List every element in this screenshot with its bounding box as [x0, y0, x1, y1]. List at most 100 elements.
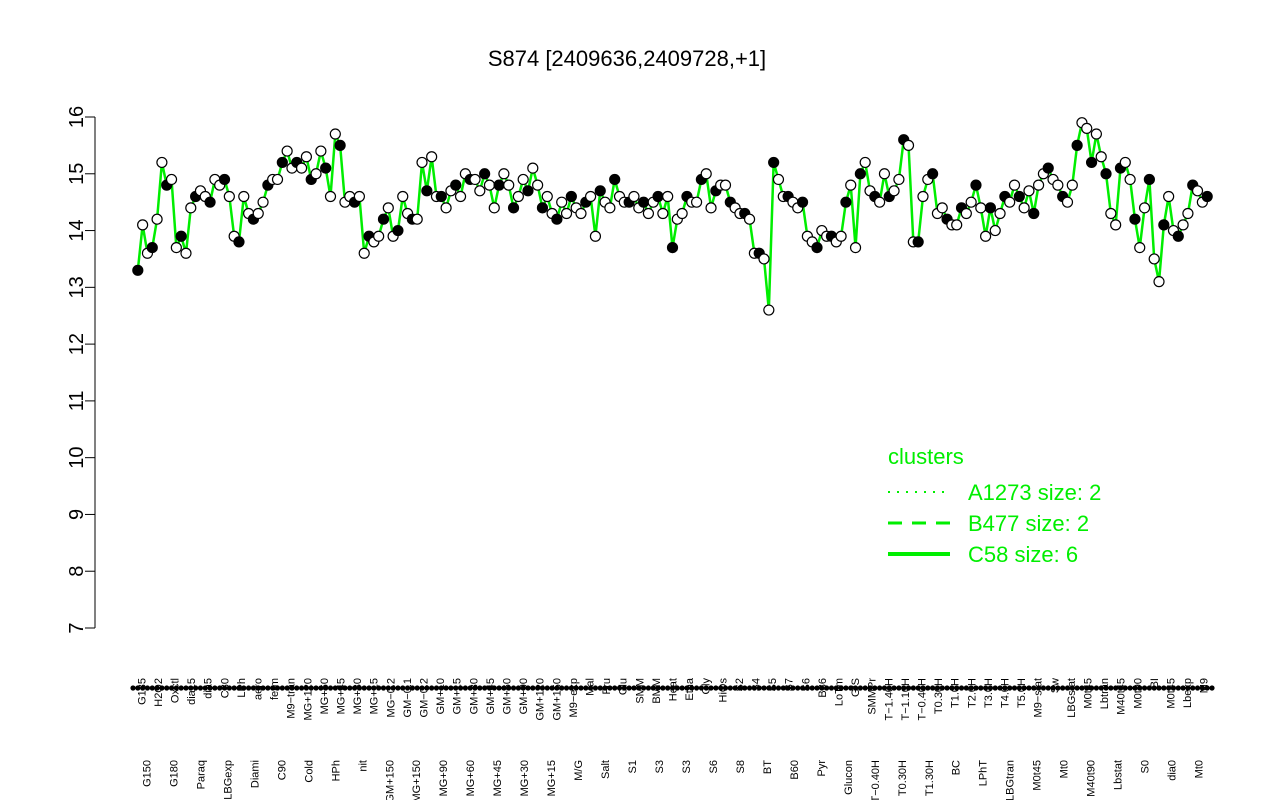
x-tick-mark — [636, 685, 642, 691]
x-tick-mark — [766, 685, 772, 691]
x-tick-mark — [265, 685, 271, 691]
x-tick-mark — [1161, 685, 1167, 691]
x-tick-label-top: Gly — [701, 678, 713, 695]
data-point — [474, 185, 486, 197]
data-point — [175, 230, 187, 242]
x-tick-mark — [650, 685, 656, 691]
x-tick-mark — [236, 685, 242, 691]
x-tick-mark — [1011, 685, 1018, 691]
x-tick-mark — [347, 685, 353, 691]
x-tick-label-top: BI — [1149, 678, 1161, 688]
data-point — [435, 190, 447, 203]
x-tick-label-bottom: C90 — [276, 760, 288, 780]
x-tick-mark — [380, 685, 387, 691]
x-tick-mark — [506, 685, 512, 691]
data-point — [662, 190, 674, 203]
x-tick-mark — [183, 685, 189, 691]
x-tick-mark — [279, 685, 285, 691]
data-point — [1177, 219, 1189, 231]
data-point — [1042, 162, 1054, 174]
data-point — [560, 207, 573, 220]
x-tick-mark — [790, 685, 796, 691]
data-point — [609, 173, 621, 186]
data-point — [329, 128, 341, 140]
x-tick-mark — [631, 685, 637, 691]
y-tick-label: 16 — [66, 106, 88, 128]
x-tick-mark — [217, 685, 223, 691]
x-tick-mark — [848, 685, 854, 691]
data-point — [768, 156, 780, 169]
x-tick-label-top: T0.30H — [933, 678, 945, 714]
x-tick-label-top: ferm — [269, 678, 281, 700]
x-tick-mark — [221, 685, 228, 691]
data-point — [657, 207, 669, 220]
x-tick-mark — [385, 685, 391, 691]
x-tick-label-top: S6 — [800, 678, 812, 691]
data-point — [585, 190, 597, 203]
x-tick-mark — [530, 685, 536, 691]
x-tick-mark — [968, 685, 974, 691]
data-point — [1004, 196, 1016, 208]
data-point — [637, 196, 650, 208]
x-tick-label-top: H2O2 — [153, 678, 165, 707]
x-tick-label-top: BMM — [651, 678, 663, 704]
x-tick-label-bottom: BT — [762, 760, 774, 774]
x-tick-mark — [443, 685, 449, 691]
y-tick-label: 10 — [66, 447, 88, 469]
data-point — [358, 247, 370, 259]
x-tick-label-bottom: HPh — [330, 760, 342, 781]
x-tick-label-bottom: BC — [951, 760, 963, 775]
x-tick-mark — [1002, 685, 1008, 691]
x-tick-label-top: S7 — [784, 678, 796, 691]
x-tick-mark — [997, 685, 1003, 691]
y-tick-label: 15 — [66, 163, 88, 185]
x-tick-label-bottom: LBGexp — [222, 760, 234, 800]
y-tick-label: 7 — [66, 622, 88, 633]
legend-entry-c58: C58 size: 6 — [968, 542, 1078, 567]
x-tick-mark — [583, 685, 589, 691]
x-tick-mark — [665, 685, 671, 691]
x-tick-label-top: Lbtran — [1099, 678, 1111, 709]
data-point — [989, 224, 1001, 237]
data-point — [310, 168, 322, 180]
x-tick-mark — [703, 685, 709, 691]
x-tick-label-top: Oxctl — [170, 678, 182, 703]
x-tick-mark — [1088, 685, 1095, 691]
x-tick-label-top: M9−tran — [286, 678, 298, 719]
x-tick-label-top: T−1.10H — [900, 678, 912, 721]
x-tick-mark — [1194, 685, 1201, 691]
x-tick-label-bottom: M0t45 — [1032, 760, 1044, 791]
x-tick-mark — [1069, 685, 1075, 691]
x-tick-mark — [457, 685, 464, 691]
x-tick-label-top: SMM — [634, 678, 646, 704]
x-tick-mark — [742, 685, 748, 691]
x-tick-mark — [1175, 685, 1181, 691]
x-tick-label-top: GM−0.1 — [402, 678, 414, 717]
x-tick-mark — [1151, 685, 1157, 691]
data-point — [320, 162, 332, 174]
x-tick-mark — [482, 685, 488, 691]
x-tick-mark — [612, 685, 618, 691]
x-tick-label-top: Heat — [668, 678, 680, 701]
y-tick-label: 13 — [66, 276, 88, 298]
x-tick-label-bottom: Mt0 — [1194, 760, 1206, 778]
x-tick-mark — [414, 685, 420, 691]
data-point — [1071, 139, 1083, 151]
x-tick-label-top: SMMPr — [867, 678, 879, 715]
x-tick-mark — [881, 685, 888, 691]
data-point — [527, 162, 539, 174]
data-point — [498, 168, 510, 180]
x-tick-label-bottom: M/G — [573, 760, 585, 781]
x-tick-mark — [1113, 685, 1119, 691]
x-tick-mark — [698, 685, 705, 691]
x-tick-mark — [351, 685, 358, 691]
data-point — [271, 173, 284, 186]
x-tick-mark — [477, 685, 483, 691]
x-tick-mark — [424, 685, 430, 691]
x-tick-label-top: LPh — [236, 678, 248, 698]
data-point — [690, 196, 703, 208]
data-point — [705, 202, 717, 214]
x-tick-mark — [804, 685, 810, 691]
x-tick-mark — [674, 685, 680, 691]
x-tick-mark — [154, 685, 160, 691]
